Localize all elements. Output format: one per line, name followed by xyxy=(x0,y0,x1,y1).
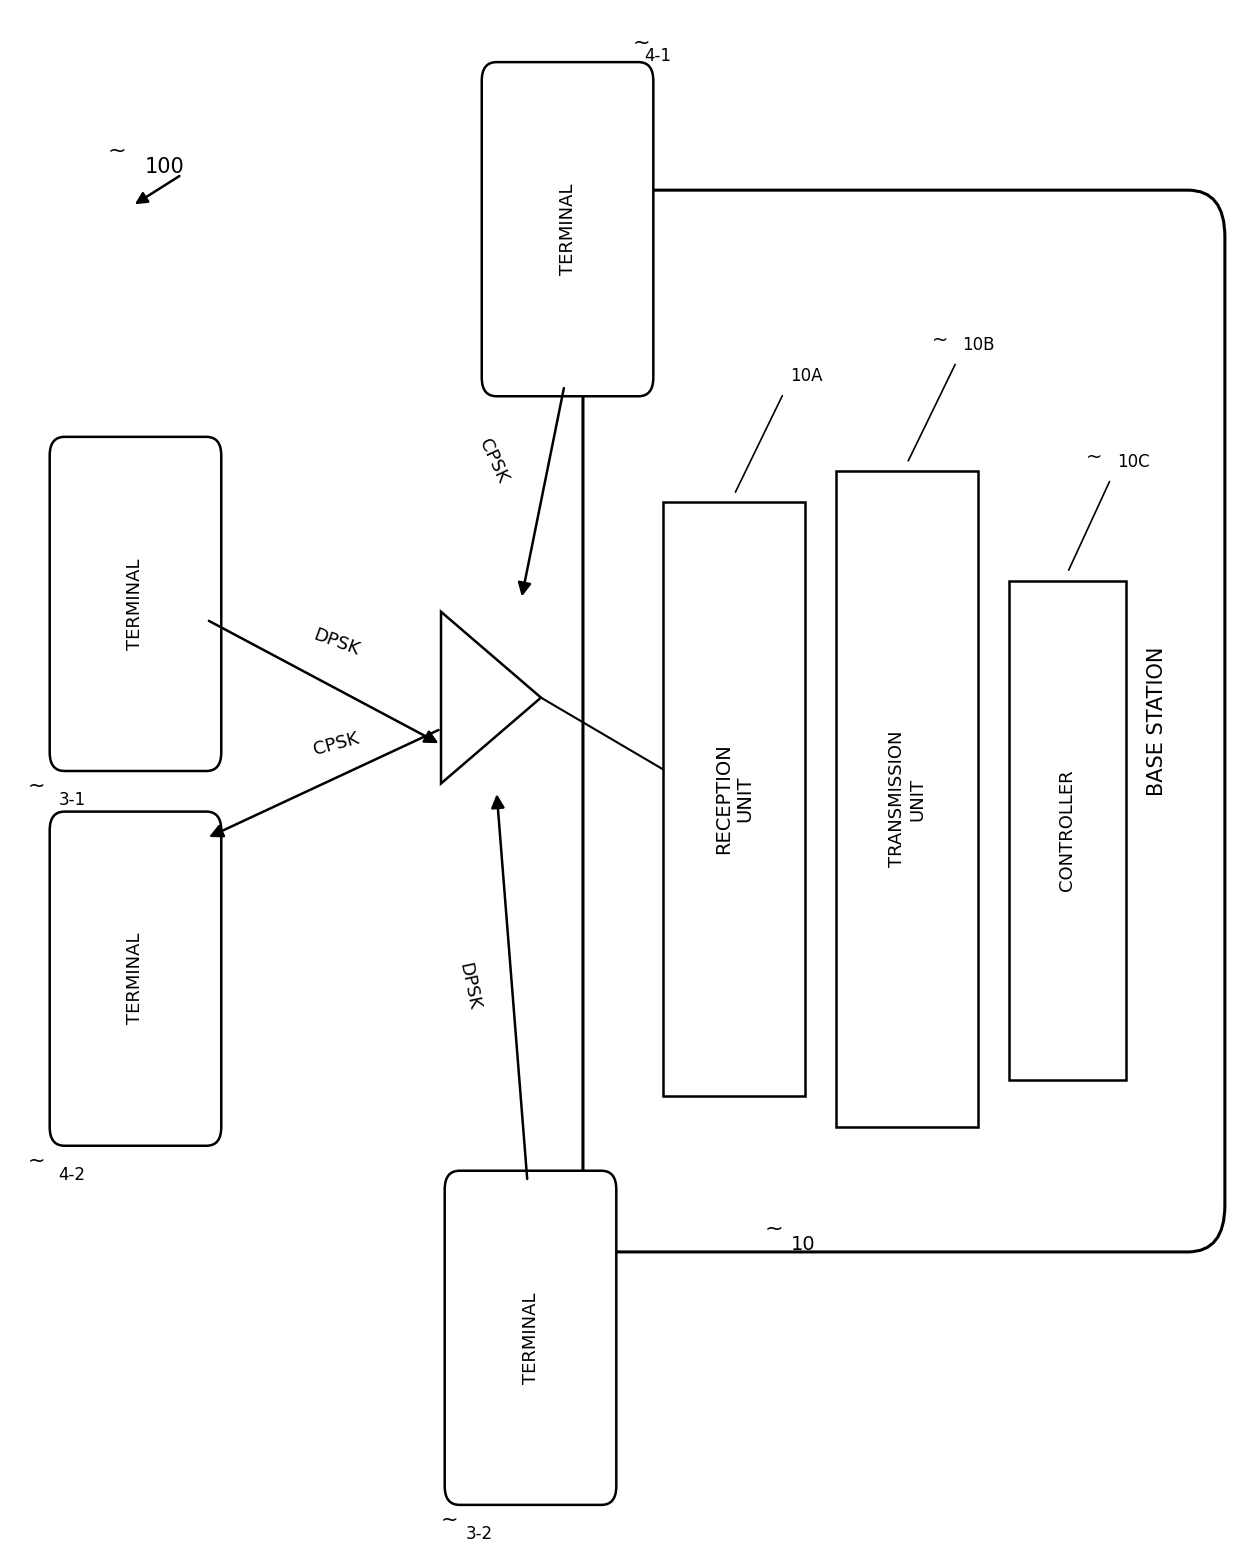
Text: TRANSMISSION
UNIT: TRANSMISSION UNIT xyxy=(888,730,926,868)
Text: 3-2: 3-2 xyxy=(466,1525,492,1543)
Text: 100: 100 xyxy=(145,157,185,177)
Text: 4-1: 4-1 xyxy=(645,47,672,66)
FancyBboxPatch shape xyxy=(583,190,1225,1252)
Text: ~: ~ xyxy=(632,33,650,53)
Text: DPSK: DPSK xyxy=(310,627,362,660)
Text: FIG.2: FIG.2 xyxy=(495,67,621,110)
Text: 10C: 10C xyxy=(1117,453,1149,472)
Text: CPSK: CPSK xyxy=(475,436,511,486)
Text: 10B: 10B xyxy=(962,335,994,354)
FancyBboxPatch shape xyxy=(836,472,978,1127)
Text: 4-2: 4-2 xyxy=(58,1166,86,1185)
Text: RECEPTION
UNIT: RECEPTION UNIT xyxy=(714,744,755,854)
FancyBboxPatch shape xyxy=(445,1171,616,1504)
Text: CPSK: CPSK xyxy=(311,730,361,758)
Text: ~: ~ xyxy=(441,1509,459,1529)
FancyBboxPatch shape xyxy=(482,63,653,396)
Text: ~: ~ xyxy=(27,1150,45,1171)
Text: TERMINAL: TERMINAL xyxy=(522,1293,539,1384)
Text: TERMINAL: TERMINAL xyxy=(558,183,577,274)
Text: 3-1: 3-1 xyxy=(58,791,86,809)
Text: ~: ~ xyxy=(765,1219,784,1238)
FancyBboxPatch shape xyxy=(50,812,221,1145)
FancyBboxPatch shape xyxy=(50,437,221,771)
Text: ~: ~ xyxy=(27,776,45,796)
Text: ~: ~ xyxy=(108,141,126,161)
Text: 10A: 10A xyxy=(790,367,822,385)
Text: TERMINAL: TERMINAL xyxy=(126,932,145,1025)
FancyBboxPatch shape xyxy=(1009,580,1126,1080)
Text: ~: ~ xyxy=(1086,448,1102,467)
Text: ~: ~ xyxy=(931,331,949,349)
Text: 10: 10 xyxy=(790,1235,815,1254)
Text: DPSK: DPSK xyxy=(455,961,482,1012)
FancyBboxPatch shape xyxy=(663,503,805,1095)
Text: CONTROLLER: CONTROLLER xyxy=(1059,769,1076,892)
Text: BASE STATION: BASE STATION xyxy=(1147,646,1167,796)
Text: TERMINAL: TERMINAL xyxy=(126,558,145,650)
